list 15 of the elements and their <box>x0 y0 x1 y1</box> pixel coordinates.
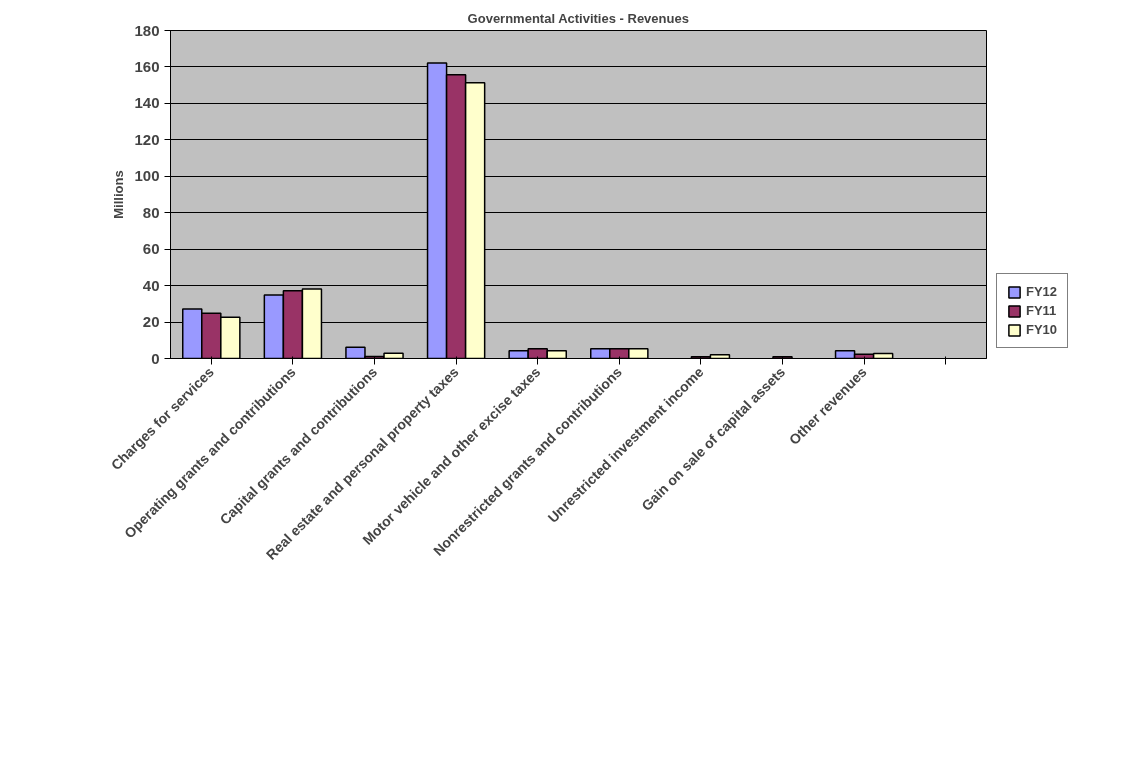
y-tick-label: 0 <box>151 349 160 367</box>
legend-label: FY11 <box>1026 303 1057 318</box>
y-tick-label: 140 <box>134 94 160 112</box>
y-axis-title: Millions <box>111 170 127 219</box>
y-tick-label: 20 <box>142 313 160 331</box>
y-tick-label: 60 <box>142 240 160 258</box>
legend-label: FY10 <box>1026 322 1058 337</box>
y-tick-label: 180 <box>134 21 160 39</box>
chart-title: Governmental Activities - Revenues <box>467 10 689 26</box>
y-tick-label: 80 <box>142 203 160 221</box>
legend-label: FY12 <box>1026 284 1058 299</box>
y-tick-label: 160 <box>134 57 160 75</box>
y-tick-label: 120 <box>134 130 160 148</box>
y-tick-label: 40 <box>142 276 160 294</box>
y-tick-label: 100 <box>134 167 160 185</box>
